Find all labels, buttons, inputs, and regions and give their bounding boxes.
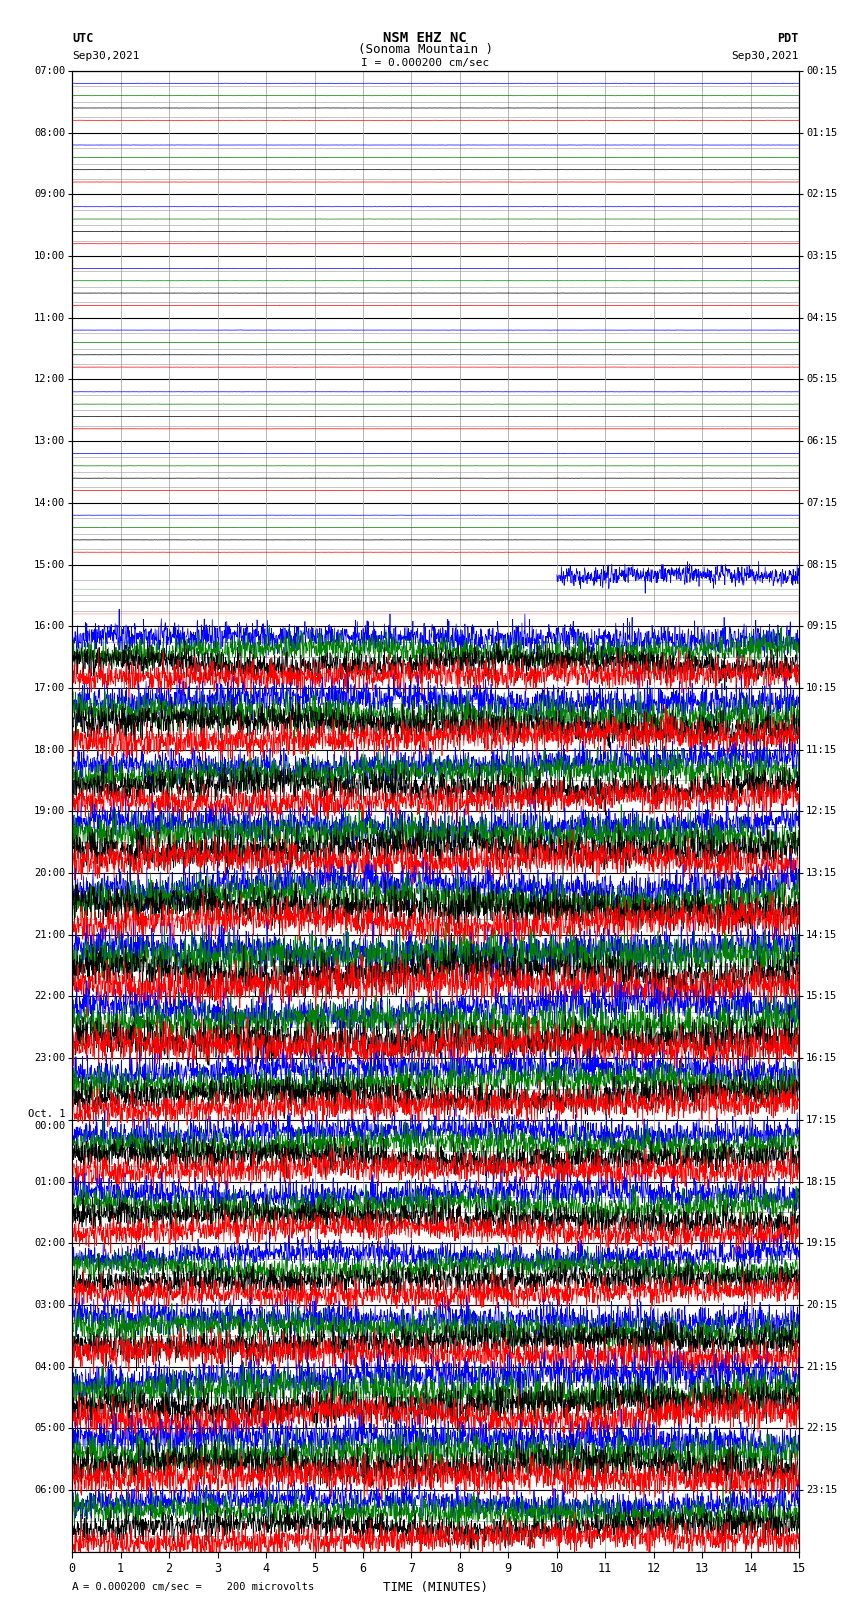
Text: (Sonoma Mountain ): (Sonoma Mountain ) — [358, 44, 492, 56]
X-axis label: TIME (MINUTES): TIME (MINUTES) — [383, 1581, 488, 1594]
Text: = 0.000200 cm/sec =    200 microvolts: = 0.000200 cm/sec = 200 microvolts — [83, 1582, 314, 1592]
Text: NSM EHZ NC: NSM EHZ NC — [383, 31, 467, 45]
Text: Sep30,2021: Sep30,2021 — [732, 52, 799, 61]
Text: PDT: PDT — [778, 32, 799, 45]
Text: I = 0.000200 cm/sec: I = 0.000200 cm/sec — [361, 58, 489, 68]
Text: UTC: UTC — [72, 32, 94, 45]
Text: A: A — [72, 1582, 79, 1592]
Text: Sep30,2021: Sep30,2021 — [72, 52, 139, 61]
